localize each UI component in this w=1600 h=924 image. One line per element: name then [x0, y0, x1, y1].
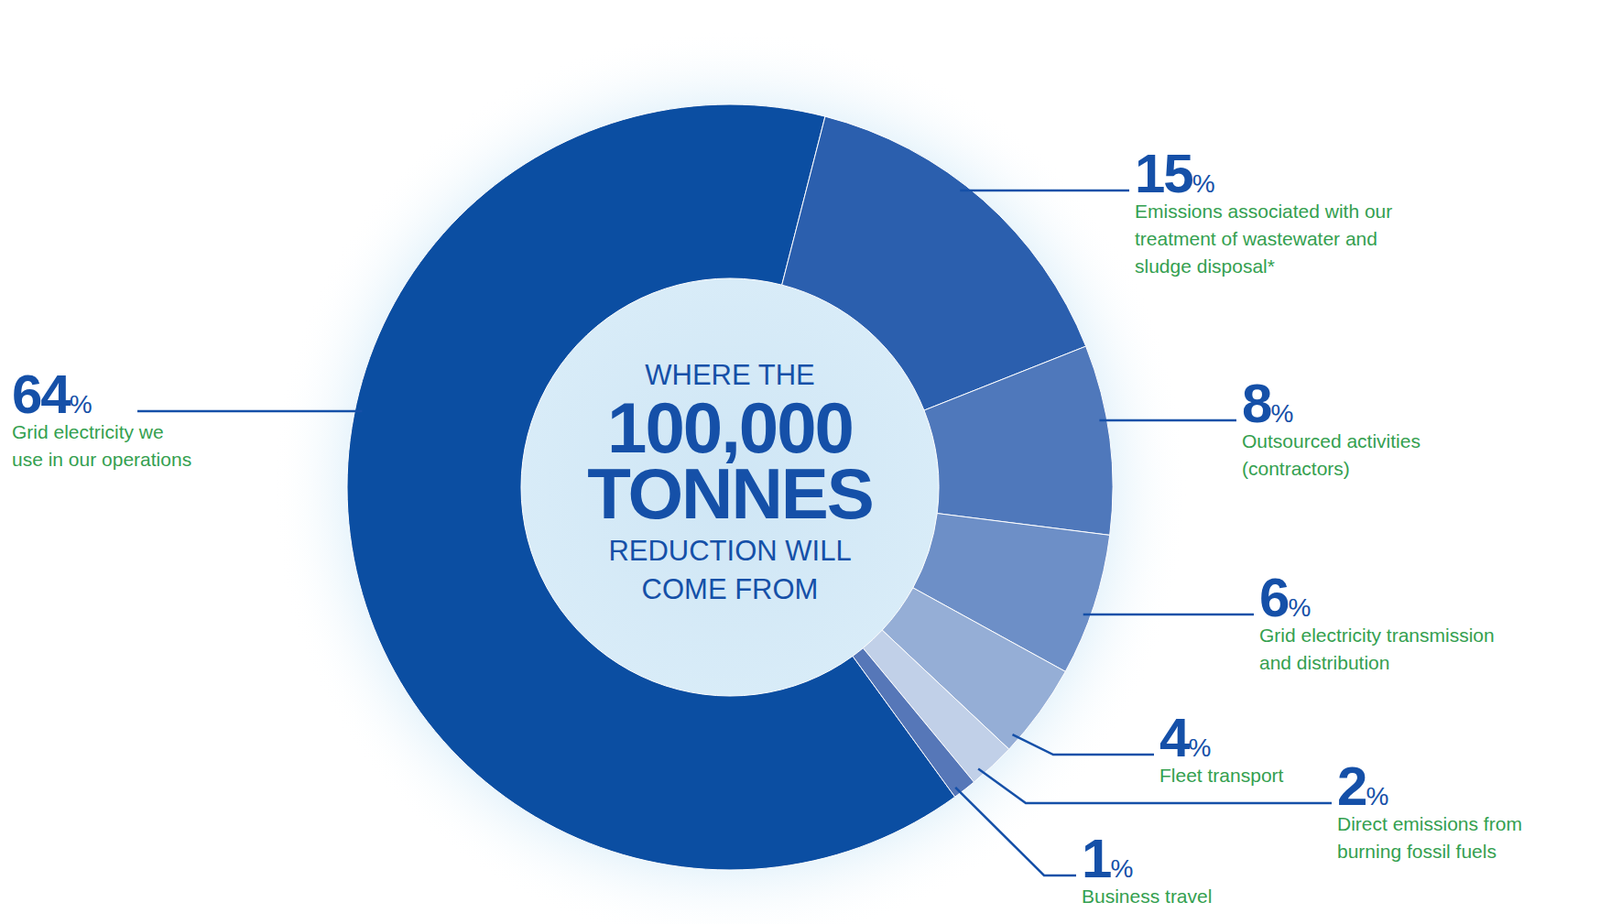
svg-text:WHERE THE: WHERE THE — [644, 359, 815, 392]
svg-text:4%: 4% — [1159, 707, 1211, 769]
svg-text:8%: 8% — [1241, 372, 1294, 435]
svg-text:sludge disposal*: sludge disposal* — [1134, 255, 1275, 277]
svg-text:COME FROM: COME FROM — [642, 573, 819, 606]
svg-text:Fleet transport: Fleet transport — [1159, 764, 1285, 786]
svg-text:Emissions associated with our: Emissions associated with our — [1134, 200, 1393, 222]
svg-text:Grid electricity we: Grid electricity we — [11, 421, 164, 443]
svg-text:Direct emissions from: Direct emissions from — [1337, 813, 1523, 835]
svg-text:100,000: 100,000 — [607, 387, 853, 469]
svg-text:TONNES: TONNES — [587, 453, 873, 534]
svg-text:use in our operations: use in our operations — [11, 448, 192, 470]
svg-text:burning fossil fuels: burning fossil fuels — [1337, 840, 1497, 862]
svg-text:treatment of wastewater and: treatment of wastewater and — [1134, 228, 1378, 250]
svg-text:6%: 6% — [1259, 566, 1311, 629]
svg-text:1%: 1% — [1081, 827, 1133, 890]
svg-text:and distribution: and distribution — [1259, 652, 1390, 674]
svg-text:2%: 2% — [1337, 755, 1389, 817]
svg-text:Grid electricity transmission: Grid electricity transmission — [1259, 624, 1495, 646]
svg-text:64%: 64% — [11, 363, 93, 425]
svg-text:Outsourced activities: Outsourced activities — [1241, 430, 1421, 452]
svg-text:Business travel: Business travel — [1081, 885, 1212, 907]
svg-text:REDUCTION WILL: REDUCTION WILL — [608, 534, 851, 567]
svg-text:15%: 15% — [1134, 142, 1216, 205]
svg-text:(contractors): (contractors) — [1241, 457, 1350, 479]
